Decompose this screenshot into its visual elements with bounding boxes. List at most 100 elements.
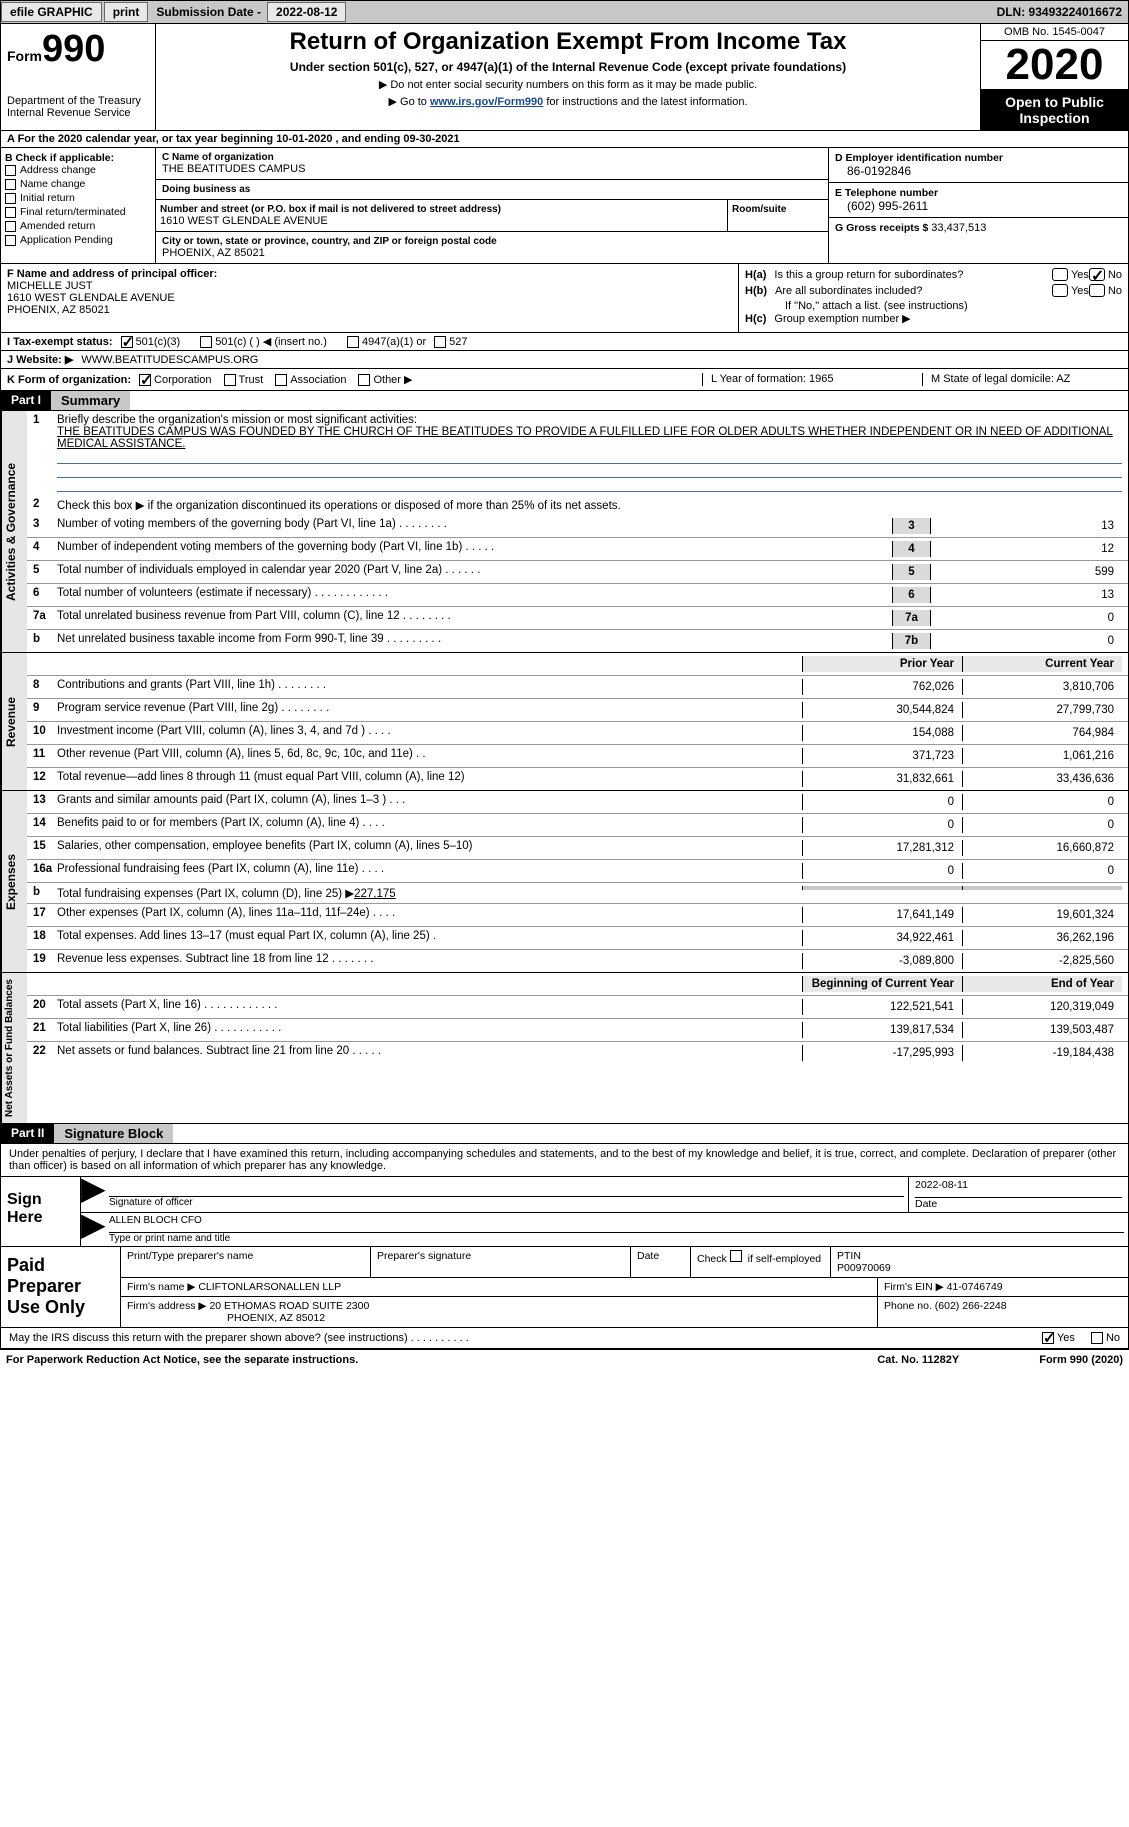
part2-header: Part II Signature Block	[0, 1124, 1129, 1144]
ppu-addr: Firm's address ▶ 20 ETHOMAS ROAD SUITE 2…	[121, 1297, 878, 1327]
c-city-label: City or town, state or province, country…	[162, 236, 822, 247]
cb-initial[interactable]	[5, 193, 16, 204]
i-501c-check[interactable]	[200, 336, 212, 348]
ppu-selfemp-check[interactable]	[730, 1250, 742, 1262]
sig-intro: Under penalties of perjury, I declare th…	[0, 1144, 1129, 1177]
l1-text: THE BEATITUDES CAMPUS WAS FOUNDED BY THE…	[57, 426, 1113, 450]
form-label: Form990	[7, 48, 105, 64]
l18-c: 36,262,196	[962, 930, 1122, 946]
l5-bn: 5	[893, 564, 931, 580]
i-4947-check[interactable]	[347, 336, 359, 348]
k-o2: Trust	[239, 374, 264, 386]
k-trust-check[interactable]	[224, 374, 236, 386]
l19-n: 19	[33, 953, 57, 965]
b-o1: Address change	[20, 164, 96, 176]
l18: Total expenses. Add lines 13–17 (must eq…	[57, 930, 802, 942]
k-corp-check[interactable]	[139, 374, 151, 386]
l11: Other revenue (Part VIII, column (A), li…	[57, 748, 802, 760]
gov-vtab: Activities & Governance	[1, 411, 27, 652]
j-label: J Website: ▶	[7, 353, 73, 366]
ha-no-check[interactable]	[1089, 268, 1105, 281]
k-o4: Other ▶	[373, 373, 412, 386]
cb-pending[interactable]	[5, 235, 16, 246]
l5: Total number of individuals employed in …	[57, 564, 892, 576]
irs-link[interactable]: www.irs.gov/Form990	[430, 96, 543, 108]
l6: Total number of volunteers (estimate if …	[57, 587, 892, 599]
cb-name-change[interactable]	[5, 179, 16, 190]
c-name: THE BEATITUDES CAMPUS	[162, 163, 822, 175]
l4: Number of independent voting members of …	[57, 541, 892, 553]
cb-amended[interactable]	[5, 221, 16, 232]
part1-header: Part I Summary	[0, 391, 1129, 411]
ppu-h4: Check if self-employed	[691, 1247, 831, 1277]
k-other-check[interactable]	[358, 374, 370, 386]
l15: Salaries, other compensation, employee b…	[57, 840, 802, 852]
rev-section: Revenue Prior YearCurrent Year 8Contribu…	[0, 653, 1129, 791]
l19-c: -2,825,560	[962, 953, 1122, 969]
goto-pre: ▶ Go to	[389, 96, 430, 108]
discuss-no-check[interactable]	[1091, 1332, 1103, 1344]
i-o1: 501(c)(3)	[136, 336, 181, 348]
l6-v: 13	[931, 587, 1122, 603]
l7a-bn: 7a	[893, 610, 931, 626]
row-fh: F Name and address of principal officer:…	[0, 264, 1129, 333]
cy-hdr: Current Year	[962, 656, 1122, 672]
cb-final[interactable]	[5, 207, 16, 218]
topbar: efile GRAPHIC print Submission Date - 20…	[0, 0, 1129, 24]
l16a-n: 16a	[33, 863, 57, 875]
discuss-text: May the IRS discuss this return with the…	[9, 1332, 1042, 1344]
c-name-label: C Name of organization	[162, 152, 822, 163]
l8: Contributions and grants (Part VIII, lin…	[57, 679, 802, 691]
sig-date: 2022-08-11	[915, 1179, 1122, 1197]
l16b-n: b	[33, 886, 57, 898]
b-label: B Check if applicable:	[5, 152, 151, 164]
l10-n: 10	[33, 725, 57, 737]
l9-c: 27,799,730	[962, 702, 1122, 718]
form-header: Form990 Department of the Treasury Inter…	[0, 24, 1129, 131]
l14: Benefits paid to or for members (Part IX…	[57, 817, 802, 829]
footer-cat: Cat. No. 11282Y	[877, 1354, 959, 1366]
l6-n: 6	[33, 587, 57, 599]
l13-c: 0	[962, 794, 1122, 810]
open-public: Open to Public Inspection	[981, 90, 1128, 130]
row-k: K Form of organization: Corporation Trus…	[0, 369, 1129, 391]
sig-arrow2-icon: ▶	[81, 1213, 105, 1246]
l4-n: 4	[33, 541, 57, 553]
hb-no-check[interactable]	[1089, 284, 1105, 297]
part2-tab: Part II	[1, 1124, 54, 1143]
ppu-ein: Firm's EIN ▶ 41-0746749	[878, 1278, 1128, 1296]
ha-no: No	[1108, 269, 1122, 281]
print-button[interactable]: print	[104, 2, 149, 22]
discuss-yes-check[interactable]	[1042, 1332, 1054, 1344]
ha-yes-check[interactable]	[1052, 268, 1068, 281]
i-501c3-check[interactable]	[121, 336, 133, 348]
l7a-v: 0	[931, 610, 1122, 626]
i-527-check[interactable]	[434, 336, 446, 348]
l9-n: 9	[33, 702, 57, 714]
l17-p: 17,641,149	[802, 907, 962, 923]
eoy-hdr: End of Year	[962, 976, 1122, 992]
hb-yes-check[interactable]	[1052, 284, 1068, 297]
ppu-h2: Preparer's signature	[371, 1247, 631, 1277]
l16a: Professional fundraising fees (Part IX, …	[57, 863, 802, 875]
l18-p: 34,922,461	[802, 930, 962, 946]
b-o6: Application Pending	[20, 234, 113, 246]
k-assoc-check[interactable]	[275, 374, 287, 386]
l21-n: 21	[33, 1022, 57, 1034]
l17-c: 19,601,324	[962, 907, 1122, 923]
l15-n: 15	[33, 840, 57, 852]
i-o4: 527	[449, 336, 467, 348]
ppu-h5: PTINP00970069	[831, 1247, 1128, 1277]
hb-yes: Yes	[1071, 285, 1089, 297]
l17: Other expenses (Part IX, column (A), lin…	[57, 907, 802, 919]
d-gross: 33,437,513	[931, 222, 986, 234]
f-name: MICHELLE JUST	[7, 280, 732, 292]
d-gross-label: G Gross receipts $	[835, 222, 931, 234]
l22-n: 22	[33, 1045, 57, 1057]
col-d: D Employer identification number 86-0192…	[828, 148, 1128, 263]
ha-label: H(a)	[745, 269, 766, 281]
boy-hdr: Beginning of Current Year	[802, 976, 962, 992]
b-o2: Name change	[20, 178, 85, 190]
cb-address-change[interactable]	[5, 165, 16, 176]
l12: Total revenue—add lines 8 through 11 (mu…	[57, 771, 802, 783]
